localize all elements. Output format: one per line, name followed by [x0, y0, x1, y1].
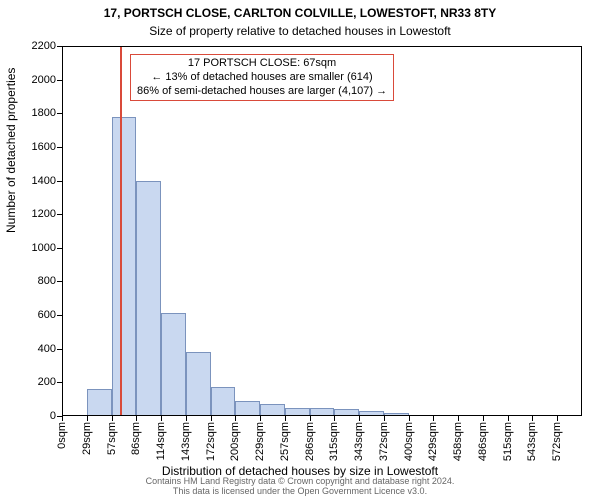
histogram-bar	[186, 352, 211, 416]
attribution-line: This data is licensed under the Open Gov…	[0, 486, 600, 496]
x-tick	[260, 416, 261, 421]
x-tick	[186, 416, 187, 421]
histogram-bar	[235, 401, 260, 416]
annotation-line: 86% of semi-detached houses are larger (…	[137, 85, 387, 99]
y-tick-label: 800	[38, 275, 56, 287]
x-tick	[161, 416, 162, 421]
y-tick-label: 2200	[32, 40, 56, 52]
chart-title-main: 17, PORTSCH CLOSE, CARLTON COLVILLE, LOW…	[0, 6, 600, 20]
y-tick-label: 200	[38, 376, 56, 388]
y-tick-label: 2000	[32, 74, 56, 86]
annotation-line: ← 13% of detached houses are smaller (61…	[137, 71, 387, 85]
axis-spine	[581, 46, 582, 416]
x-tick	[310, 416, 311, 421]
x-tick	[285, 416, 286, 421]
attribution-text: Contains HM Land Registry data © Crown c…	[0, 476, 600, 496]
histogram-bar	[136, 181, 161, 416]
chart-title-sub: Size of property relative to detached ho…	[0, 24, 600, 38]
y-axis-label: Number of detached properties	[4, 68, 18, 233]
y-tick-label: 1400	[32, 175, 56, 187]
x-tick	[211, 416, 212, 421]
x-tick	[112, 416, 113, 421]
x-tick	[508, 416, 509, 421]
x-tick	[62, 416, 63, 421]
x-tick	[235, 416, 236, 421]
histogram-bar	[161, 313, 186, 416]
annotation-line: 17 PORTSCH CLOSE: 67sqm	[137, 57, 387, 71]
x-tick	[334, 416, 335, 421]
x-tick	[384, 416, 385, 421]
histogram-bar	[112, 117, 137, 416]
x-tick	[136, 416, 137, 421]
y-tick-label: 0	[50, 410, 56, 422]
annotation-box: 17 PORTSCH CLOSE: 67sqm← 13% of detached…	[130, 54, 394, 101]
attribution-line: Contains HM Land Registry data © Crown c…	[0, 476, 600, 486]
chart-container: 17, PORTSCH CLOSE, CARLTON COLVILLE, LOW…	[0, 0, 600, 500]
x-tick	[483, 416, 484, 421]
x-tick	[409, 416, 410, 421]
plot-area: 17 PORTSCH CLOSE: 67sqm← 13% of detached…	[62, 46, 582, 416]
histogram-bar	[87, 389, 112, 416]
axis-spine	[62, 415, 582, 416]
histogram-bar	[211, 387, 236, 416]
axis-spine	[62, 46, 63, 416]
axis-spine	[62, 46, 582, 47]
property-marker-line	[120, 46, 122, 416]
x-tick	[532, 416, 533, 421]
y-tick-label: 1200	[32, 208, 56, 220]
x-tick	[87, 416, 88, 421]
y-tick-label: 600	[38, 309, 56, 321]
x-tick	[458, 416, 459, 421]
y-tick-label: 1000	[32, 242, 56, 254]
x-tick	[433, 416, 434, 421]
y-tick-label: 1600	[32, 141, 56, 153]
x-tick	[359, 416, 360, 421]
y-tick-label: 400	[38, 343, 56, 355]
y-tick-label: 1800	[32, 107, 56, 119]
x-tick	[557, 416, 558, 421]
